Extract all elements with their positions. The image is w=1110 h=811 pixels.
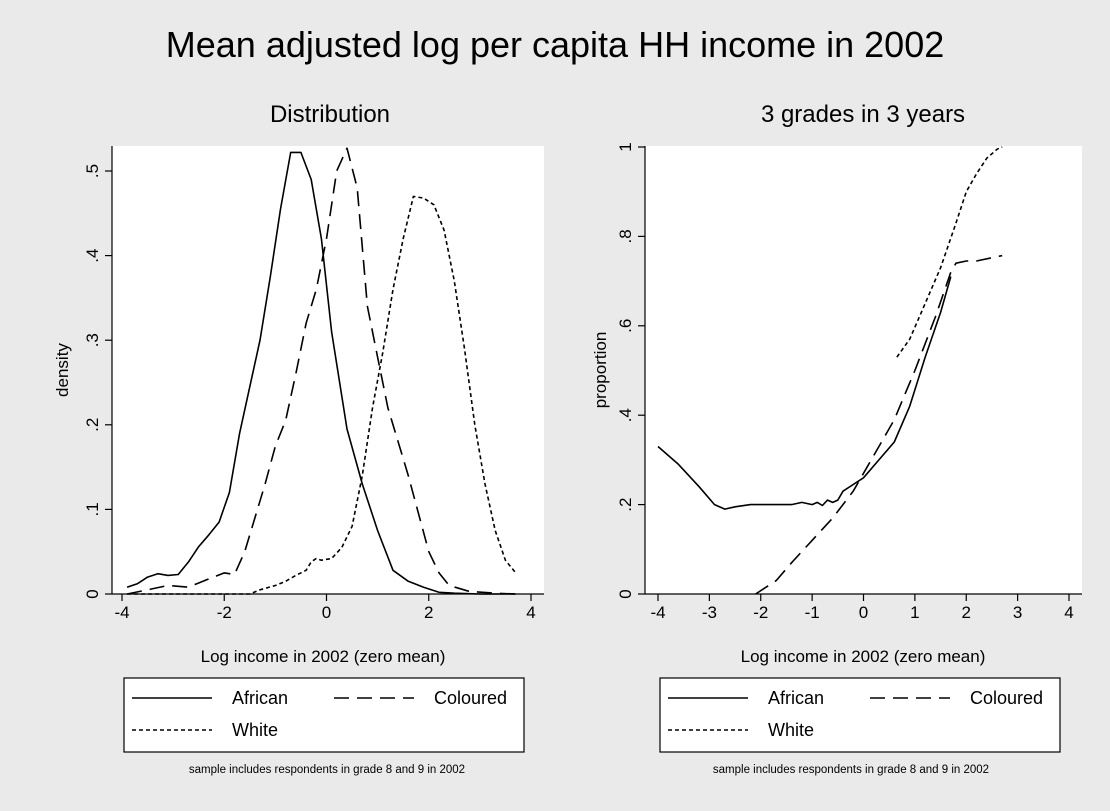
y-axis-label: density (53, 343, 72, 397)
y-tick-label: 0 (83, 589, 102, 598)
x-tick-label: -4 (114, 603, 129, 622)
y-tick-label: .3 (83, 333, 102, 347)
x-tick-label: 4 (526, 603, 535, 622)
x-tick-label: -2 (217, 603, 232, 622)
x-tick-label: 2 (424, 603, 433, 622)
panel-title: Distribution (270, 101, 390, 128)
series-line-african (126, 151, 516, 595)
plot-area (112, 146, 544, 594)
panel-note: sample includes respondents in grade 8 a… (189, 764, 465, 776)
y-tick-label: .1 (83, 502, 102, 516)
legend-box (123, 677, 525, 753)
x-axis-label: Log income in 2002 (zero mean) (201, 647, 446, 666)
legend-label-african: African (232, 688, 288, 708)
series-line-coloured (126, 147, 516, 595)
y-tick-label: .5 (83, 164, 102, 178)
series-line-white (127, 195, 517, 595)
y-tick-label: .2 (83, 418, 102, 432)
legend-label-white: White (232, 720, 278, 740)
main-title: Mean adjusted log per capita HH income i… (165, 24, 945, 65)
legend-label-coloured: Coloured (434, 688, 507, 708)
x-tick-label: 0 (322, 603, 331, 622)
y-tick-label: .4 (83, 249, 102, 263)
